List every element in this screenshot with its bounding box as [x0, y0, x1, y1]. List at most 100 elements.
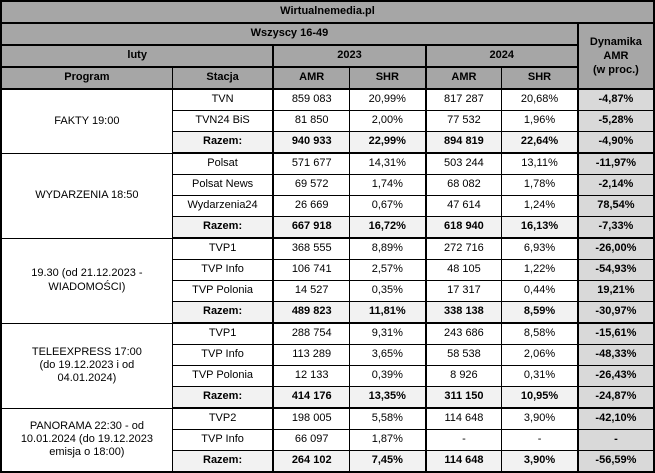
- amr-2024-cell: 114 648: [424, 450, 503, 473]
- station-cell: TVN24 BiS: [171, 110, 274, 132]
- amr-2024-cell: 503 244: [424, 152, 503, 175]
- amr-2023-cell: 198 005: [272, 407, 351, 430]
- table-row: Polsat News 69 572 1,74% 68 082 1,78% -2,14%: [1, 174, 655, 196]
- table-row: PANORAMA 22:30 - od 10.01.2024 (do 19.12…: [0, 407, 655, 473]
- shr-2023-cell: 7,45%: [348, 450, 427, 473]
- shr-2024-cell: 10,95%: [501, 386, 579, 409]
- audience-row: Wszyscy 16-49 Dynamika AMR (w proc.): [0, 22, 655, 90]
- dynamics-cell: -26,00%: [576, 237, 655, 260]
- shr-2024-column-header: SHR: [501, 66, 579, 90]
- amr-2024-cell: 618 940: [424, 216, 503, 239]
- total-row: Razem: 667 918 16,72% 618 940 16,13% -7,33%: [1, 216, 655, 239]
- dynamics-cell: 19,21%: [576, 280, 655, 302]
- shr-2024-cell: 22,64%: [501, 131, 579, 154]
- shr-2024-cell: 1,96%: [501, 110, 579, 132]
- table-row: TVN24 BiS 81 850 2,00% 77 532 1,96% -5,28%: [1, 110, 655, 132]
- program-cell: PANORAMA 22:30 - od 10.01.2024 (do 19.12…: [0, 407, 173, 473]
- shr-2023-cell: 2,00%: [348, 110, 427, 132]
- table-row: WYDARZENIA 18:50 Polsat 571 677 14,31% 503 2…: [0, 152, 655, 239]
- table-row: TVP Info 106 741 2,57% 48 105 1,22% -54,93%: [1, 259, 655, 281]
- amr-2023-cell: 414 176: [272, 386, 351, 409]
- amr-2024-cell: 817 287: [424, 88, 503, 111]
- table-row: TVP Info 113 289 3,65% 58 538 2,06% -48,33%: [1, 344, 655, 366]
- station-cell: Polsat News: [171, 174, 274, 196]
- dynamics-cell: -24,87%: [576, 386, 655, 409]
- amr-2023-cell: 113 289: [272, 344, 351, 366]
- amr-2023-cell: 12 133: [272, 365, 351, 387]
- amr-2024-cell: 48 105: [424, 259, 503, 281]
- station-cell: TVP1: [171, 237, 274, 260]
- table-row: TVP Polonia 14 527 0,35% 17 317 0,44% 19,21%: [1, 280, 655, 302]
- shr-2023-cell: 14,31%: [348, 152, 427, 175]
- station-cell: TVP1: [171, 322, 274, 345]
- amr-2023-cell: 368 555: [272, 237, 351, 260]
- year-row: luty 2023 2024: [0, 44, 654, 68]
- shr-2023-cell: 20,99%: [348, 88, 427, 111]
- total-label-cell: Razem:: [171, 131, 274, 154]
- amr-2024-cell: 77 532: [424, 110, 503, 132]
- shr-2024-cell: 8,59%: [501, 301, 579, 324]
- shr-2024-cell: -: [501, 429, 579, 451]
- station-cell: TVP Info: [171, 344, 274, 366]
- shr-2023-cell: 8,89%: [348, 237, 427, 260]
- month-header: luty: [0, 44, 274, 68]
- amr-2023-cell: 26 669: [272, 195, 351, 217]
- program-cell: 19.30 (od 21.12.2023 - WIADOMOŚCI): [0, 237, 173, 324]
- shr-2024-cell: 20,68%: [501, 88, 579, 111]
- shr-2024-cell: 1,78%: [501, 174, 579, 196]
- table-row: FAKTY 19:00 TVN 859 083 20,99% 817 287 20,68%…: [0, 88, 655, 154]
- amr-2023-cell: 571 677: [272, 152, 351, 175]
- shr-2024-cell: 1,22%: [501, 259, 579, 281]
- shr-2024-cell: 13,11%: [501, 152, 579, 175]
- shr-2024-cell: 0,31%: [501, 365, 579, 387]
- amr-2023-cell: 81 850: [272, 110, 351, 132]
- dynamics-cell: -2,14%: [576, 174, 655, 196]
- program-cell: WYDARZENIA 18:50: [0, 152, 173, 239]
- amr-2023-cell: 489 823: [272, 301, 351, 324]
- audience-header: Wszyscy 16-49: [0, 22, 579, 46]
- station-cell: TVP2: [171, 407, 274, 430]
- amr-2023-cell: 667 918: [272, 216, 351, 239]
- amr-2024-cell: 68 082: [424, 174, 503, 196]
- amr-2024-cell: 17 317: [424, 280, 503, 302]
- program-cell: TELEEXPRESS 17:00 (do 19.12.2023 i od 04…: [0, 322, 173, 409]
- year-2024-header: 2024: [424, 44, 579, 68]
- title-row: Wirtualnemedia.pl: [0, 0, 655, 24]
- station-cell: TVP Info: [171, 259, 274, 281]
- amr-2023-column-header: AMR: [272, 66, 351, 90]
- dynamics-cell: -30,97%: [576, 301, 655, 324]
- total-label-cell: Razem:: [171, 301, 274, 324]
- amr-2024-cell: 243 686: [424, 322, 503, 345]
- station-cell: Polsat: [171, 152, 274, 175]
- shr-2023-cell: 2,57%: [348, 259, 427, 281]
- dynamics-cell: -7,33%: [576, 216, 655, 239]
- dynamics-cell: -56,59%: [576, 450, 655, 473]
- total-row: Razem: 489 823 11,81% 338 138 8,59% -30,97%: [1, 301, 655, 324]
- station-cell: TVN: [171, 88, 274, 111]
- dynamics-cell: -48,33%: [576, 344, 655, 366]
- amr-2023-cell: 859 083: [272, 88, 351, 111]
- shr-2023-cell: 0,35%: [348, 280, 427, 302]
- amr-2023-cell: 106 741: [272, 259, 351, 281]
- amr-2024-cell: 272 716: [424, 237, 503, 260]
- shr-2024-cell: 0,44%: [501, 280, 579, 302]
- table-row: TELEEXPRESS 17:00 (do 19.12.2023 i od 04…: [0, 322, 655, 409]
- table-row: Wydarzenia24 26 669 0,67% 47 614 1,24% 78,54%: [1, 195, 655, 217]
- amr-2023-cell: 264 102: [272, 450, 351, 473]
- dynamics-cell: -26,43%: [576, 365, 655, 387]
- dynamics-header: Dynamika AMR (w proc.): [576, 22, 655, 90]
- amr-2023-cell: 69 572: [272, 174, 351, 196]
- shr-2023-cell: 3,65%: [348, 344, 427, 366]
- year-2023-header: 2023: [272, 44, 427, 68]
- amr-2024-cell: 47 614: [424, 195, 503, 217]
- shr-2023-cell: 1,74%: [348, 174, 427, 196]
- amr-2024-cell: 8 926: [424, 365, 503, 387]
- total-row: Razem: 940 933 22,99% 894 819 22,64% -4,90%: [1, 131, 655, 154]
- dynamics-cell: -54,93%: [576, 259, 655, 281]
- station-column-header: Stacja: [171, 66, 274, 90]
- dynamics-cell: -11,97%: [576, 152, 655, 175]
- amr-2024-cell: 114 648: [424, 407, 503, 430]
- shr-2023-cell: 13,35%: [348, 386, 427, 409]
